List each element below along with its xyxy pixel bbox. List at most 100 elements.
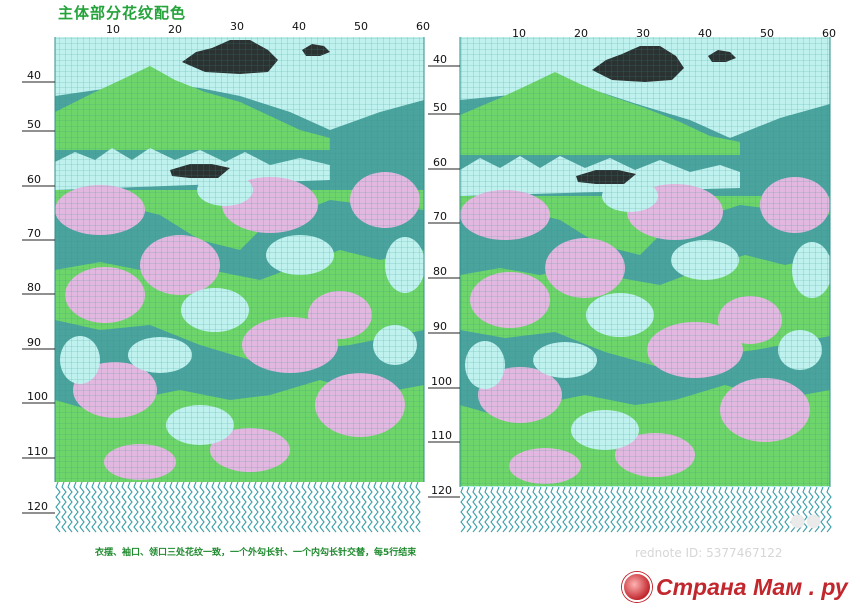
rib-stitch <box>325 481 331 533</box>
rib-stitch <box>367 481 373 533</box>
rib-stitch <box>259 481 265 533</box>
rib-stitch <box>181 481 187 533</box>
row-label: 110 <box>27 445 48 458</box>
rib-stitch <box>289 481 295 533</box>
rib-stitch <box>61 481 67 533</box>
rib-stitch <box>484 486 490 533</box>
rib-stitch <box>820 486 826 533</box>
rib-stitch <box>592 486 598 533</box>
rib-stitch <box>343 481 349 533</box>
rib-stitch <box>562 486 568 533</box>
rib-stitch <box>622 486 628 533</box>
col-label: 50 <box>354 20 368 33</box>
rib-stitch <box>409 481 415 533</box>
rib-stitch <box>538 486 544 533</box>
rib-stitch <box>676 486 682 533</box>
rib-stitch <box>211 481 217 533</box>
rib-stitch <box>235 481 241 533</box>
rib-stitch <box>694 486 700 533</box>
rib-stitch <box>502 486 508 533</box>
rib-stitch <box>742 486 748 533</box>
rib-stitch <box>301 481 307 533</box>
rib-stitch <box>532 486 538 533</box>
left-row-labels: 40 50 60 70 80 90 100 110 120 <box>22 69 55 514</box>
pattern-note: 衣摆、袖口、领口三处花纹一致，一个外勾长针、一个内勾长针交替，每5行结束 <box>95 548 417 558</box>
rib-stitch <box>766 486 772 533</box>
rib-stitch <box>199 481 205 533</box>
col-label: 20 <box>168 23 182 36</box>
rib-stitch <box>337 481 343 533</box>
rib-stitch <box>568 486 574 533</box>
row-label: 90 <box>433 320 447 333</box>
col-label: 50 <box>760 27 774 40</box>
rib-stitch <box>55 481 61 533</box>
row-label: 70 <box>433 210 447 223</box>
left-column-labels: 10 20 30 40 50 60 <box>106 20 430 36</box>
rib-stitch <box>349 481 355 533</box>
rib-stitch <box>379 481 385 533</box>
col-label: 40 <box>292 20 306 33</box>
rib-stitch <box>496 486 502 533</box>
col-label: 60 <box>416 20 430 33</box>
rib-stitch <box>526 486 532 533</box>
rib-stitch <box>229 481 235 533</box>
rib-stitch <box>391 481 397 533</box>
rib-stitch <box>97 481 103 533</box>
rib-stitch <box>277 481 283 533</box>
row-label: 70 <box>27 227 41 240</box>
rib-stitch <box>127 481 133 533</box>
rib-stitch <box>397 481 403 533</box>
rib-stitch <box>373 481 379 533</box>
rib-stitch <box>478 486 484 533</box>
rib-stitch <box>772 486 778 533</box>
rib-stitch <box>73 481 79 533</box>
rib-stitch <box>490 486 496 533</box>
rib-stitch <box>295 481 301 533</box>
row-label: 110 <box>431 429 452 442</box>
row-label: 50 <box>27 118 41 131</box>
left-chart <box>54 37 425 533</box>
rib-stitch <box>241 481 247 533</box>
rib-stitch <box>646 486 652 533</box>
rib-stitch <box>355 481 361 533</box>
left-ribbing-stitches <box>55 481 421 533</box>
rib-stitch <box>616 486 622 533</box>
chart-title: 主体部分花纹配色 <box>58 4 187 22</box>
rib-stitch <box>313 481 319 533</box>
rib-stitch <box>574 486 580 533</box>
rib-stitch <box>175 481 181 533</box>
rib-stitch <box>658 486 664 533</box>
col-label: 30 <box>230 20 244 33</box>
row-label: 120 <box>27 500 48 513</box>
rib-stitch <box>652 486 658 533</box>
rib-stitch <box>754 486 760 533</box>
right-column-labels: 10 20 30 40 50 60 <box>512 27 836 40</box>
rib-stitch <box>604 486 610 533</box>
stork-logo-icon <box>622 572 652 602</box>
row-label: 100 <box>431 375 452 388</box>
rib-stitch <box>205 481 211 533</box>
rib-stitch <box>460 486 466 533</box>
rib-stitch <box>790 486 796 533</box>
rib-stitch <box>670 486 676 533</box>
rib-stitch <box>736 486 742 533</box>
col-label: 30 <box>636 27 650 40</box>
rib-stitch <box>628 486 634 533</box>
row-label: 60 <box>27 173 41 186</box>
rib-stitch <box>307 481 313 533</box>
row-label: 60 <box>433 156 447 169</box>
rib-stitch <box>550 486 556 533</box>
left-chart-body <box>55 37 424 482</box>
right-row-labels: 40 50 60 70 80 90 100 110 120 <box>428 53 460 498</box>
site-logo[interactable]: Страна Мам . ру <box>622 570 854 604</box>
row-label: 100 <box>27 390 48 403</box>
rib-stitch <box>748 486 754 533</box>
rib-stitch <box>730 486 736 533</box>
rib-stitch <box>145 481 151 533</box>
right-ribbing-stitches <box>460 486 832 533</box>
row-label: 40 <box>27 69 41 82</box>
rib-stitch <box>544 486 550 533</box>
rib-stitch <box>466 486 472 533</box>
rib-stitch <box>688 486 694 533</box>
